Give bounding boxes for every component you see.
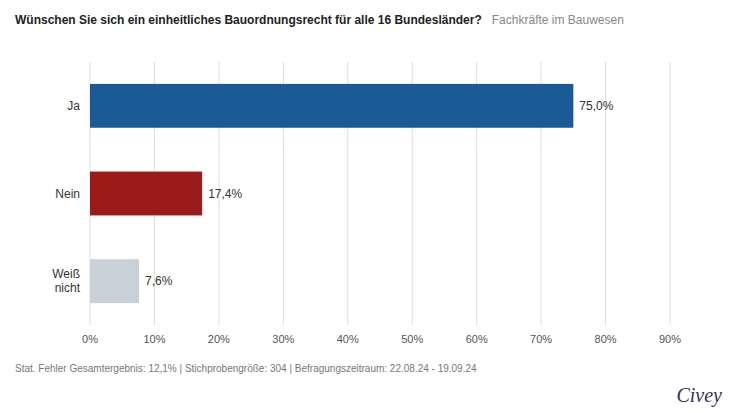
tick-label: 20%	[208, 333, 230, 345]
tick-label: 40%	[337, 333, 359, 345]
tick-label: 70%	[530, 333, 552, 345]
grid	[90, 62, 670, 325]
bar	[90, 259, 139, 303]
data-label: 75,0%	[579, 99, 613, 113]
title: Wünschen Sie sich ein einheitliches Bauo…	[15, 13, 482, 27]
subtitle: Fachkräfte im Bauwesen	[492, 13, 624, 27]
chart: Wünschen Sie sich ein einheitliches Bauo…	[0, 0, 740, 413]
tick-label: 80%	[595, 333, 617, 345]
tick-label: 10%	[143, 333, 165, 345]
footnote: Stat. Fehler Gesamtergebnis: 12,1% | Sti…	[15, 363, 477, 374]
category-label: Nein	[55, 187, 80, 201]
tick-label: 90%	[659, 333, 681, 345]
data-label: 7,6%	[145, 274, 173, 288]
bar	[90, 172, 202, 216]
bars	[90, 84, 573, 303]
tick-label: 60%	[466, 333, 488, 345]
tick-label: 30%	[272, 333, 294, 345]
category-label: Ja	[67, 99, 80, 113]
source-label: Civey	[676, 384, 722, 407]
tick-label: 50%	[401, 333, 423, 345]
grid-line	[670, 62, 671, 325]
bar	[90, 84, 573, 128]
tick-label: 0%	[82, 333, 98, 345]
data-label: 17,4%	[208, 187, 242, 201]
category-label: Weißnicht	[52, 267, 80, 295]
